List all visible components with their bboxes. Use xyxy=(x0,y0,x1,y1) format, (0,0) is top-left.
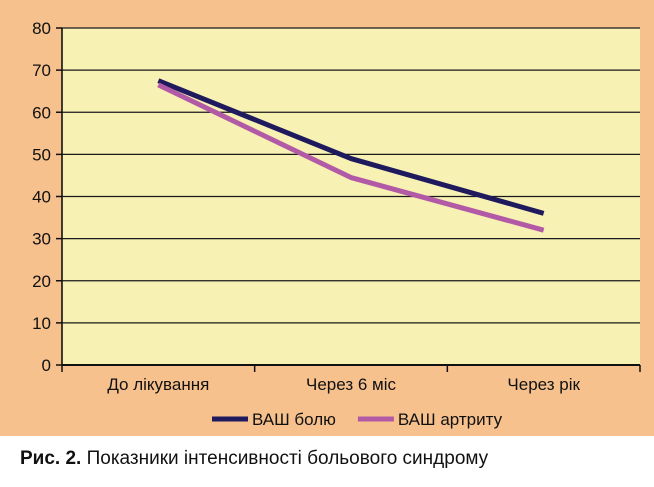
line-chart: 0 10 20 30 40 50 60 70 80 До лікування Через 6 міс… xyxy=(32,19,641,429)
y-tick-label: 70 xyxy=(32,61,51,80)
y-tick-label: 80 xyxy=(32,19,51,38)
x-tick-label: Через рік xyxy=(507,375,580,394)
caption-label: Рис. 2. xyxy=(20,448,82,469)
y-tick-label: 30 xyxy=(32,230,51,249)
y-tick-label: 60 xyxy=(32,103,51,122)
x-tick-label: Через 6 міс xyxy=(306,375,396,394)
figure-caption: Рис. 2. Показники інтенсивності больовог… xyxy=(20,448,488,470)
legend-label: ВАШ артриту xyxy=(398,410,503,429)
series-line xyxy=(157,78,545,216)
x-tick-label: До лікування xyxy=(107,375,209,394)
y-tick-label: 0 xyxy=(42,356,51,375)
y-tick-label: 40 xyxy=(32,188,51,207)
y-tick-label: 20 xyxy=(32,272,51,291)
y-tick-label: 10 xyxy=(32,314,51,333)
caption-text: Показники інтенсивності больового синдро… xyxy=(81,448,489,469)
legend-label: ВАШ болю xyxy=(252,410,336,429)
series-line xyxy=(157,82,545,233)
y-tick-label: 50 xyxy=(32,145,51,164)
